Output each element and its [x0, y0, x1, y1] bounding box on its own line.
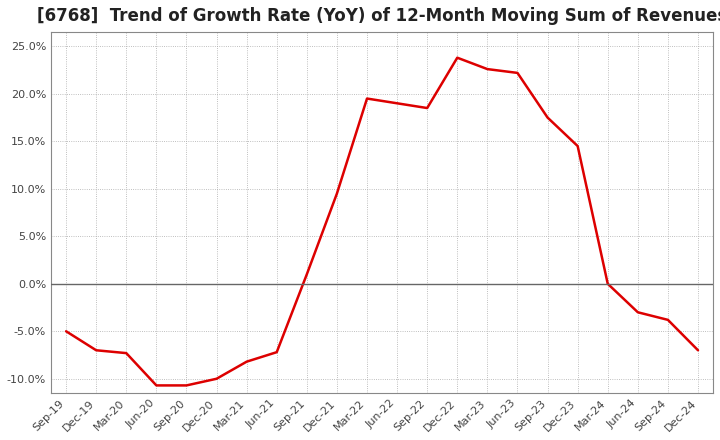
Title: [6768]  Trend of Growth Rate (YoY) of 12-Month Moving Sum of Revenues: [6768] Trend of Growth Rate (YoY) of 12-…: [37, 7, 720, 25]
